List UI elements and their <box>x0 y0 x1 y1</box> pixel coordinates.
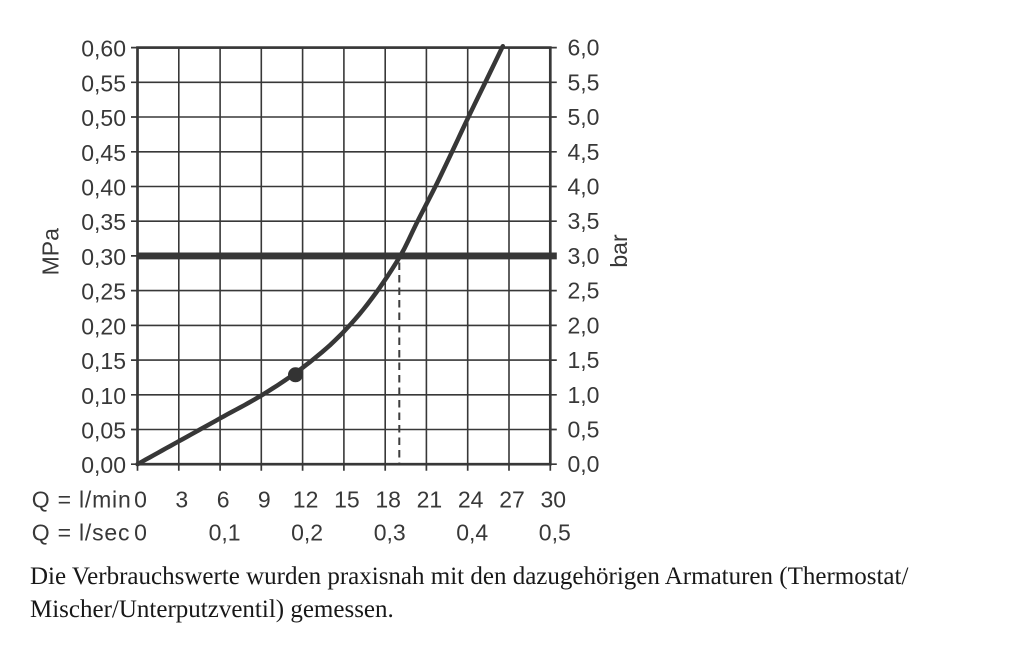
svg-text:0,25: 0,25 <box>81 279 126 305</box>
svg-text:9: 9 <box>258 486 271 512</box>
svg-text:0,1: 0,1 <box>209 520 241 546</box>
svg-text:0,0: 0,0 <box>568 451 600 477</box>
svg-text:0,05: 0,05 <box>81 418 126 444</box>
svg-text:0,30: 0,30 <box>81 244 126 270</box>
svg-text:3: 3 <box>175 486 188 512</box>
svg-text:2,0: 2,0 <box>568 312 600 338</box>
svg-text:bar: bar <box>606 234 632 268</box>
svg-text:5,0: 5,0 <box>568 104 600 130</box>
svg-text:0,10: 0,10 <box>81 383 126 409</box>
svg-text:0,5: 0,5 <box>539 520 571 546</box>
svg-text:24: 24 <box>458 486 484 512</box>
svg-text:0,45: 0,45 <box>81 140 126 166</box>
svg-text:5,5: 5,5 <box>568 69 600 95</box>
svg-text:4,5: 4,5 <box>568 139 600 165</box>
svg-text:1,5: 1,5 <box>568 347 600 373</box>
svg-text:0,50: 0,50 <box>81 105 126 131</box>
svg-text:27: 27 <box>499 486 525 512</box>
svg-text:0,15: 0,15 <box>81 348 126 374</box>
svg-text:3,5: 3,5 <box>568 208 600 234</box>
svg-text:0: 0 <box>134 520 147 546</box>
svg-text:12: 12 <box>293 486 319 512</box>
svg-text:0,40: 0,40 <box>81 175 126 201</box>
svg-text:MPa: MPa <box>38 228 64 276</box>
svg-text:Q = l/min: Q = l/min <box>32 486 132 512</box>
svg-text:0,60: 0,60 <box>81 36 126 62</box>
svg-text:6: 6 <box>217 486 230 512</box>
svg-text:4,0: 4,0 <box>568 174 600 200</box>
svg-text:Q = l/sec: Q = l/sec <box>32 520 131 546</box>
svg-text:30: 30 <box>541 486 567 512</box>
svg-text:6,0: 6,0 <box>568 35 600 61</box>
svg-text:0,4: 0,4 <box>456 520 488 546</box>
svg-text:0,2: 0,2 <box>291 520 323 546</box>
svg-text:2,5: 2,5 <box>568 278 600 304</box>
svg-text:3,0: 3,0 <box>568 243 600 269</box>
svg-text:0,5: 0,5 <box>568 417 600 443</box>
svg-text:0,55: 0,55 <box>81 70 126 96</box>
svg-text:15: 15 <box>334 486 360 512</box>
svg-text:0,3: 0,3 <box>374 520 406 546</box>
svg-text:1,0: 1,0 <box>568 382 600 408</box>
svg-text:18: 18 <box>375 486 401 512</box>
svg-text:0: 0 <box>134 486 147 512</box>
svg-text:21: 21 <box>417 486 443 512</box>
svg-text:0,35: 0,35 <box>81 209 126 235</box>
svg-text:0,00: 0,00 <box>81 452 126 478</box>
svg-text:0,20: 0,20 <box>81 313 126 339</box>
